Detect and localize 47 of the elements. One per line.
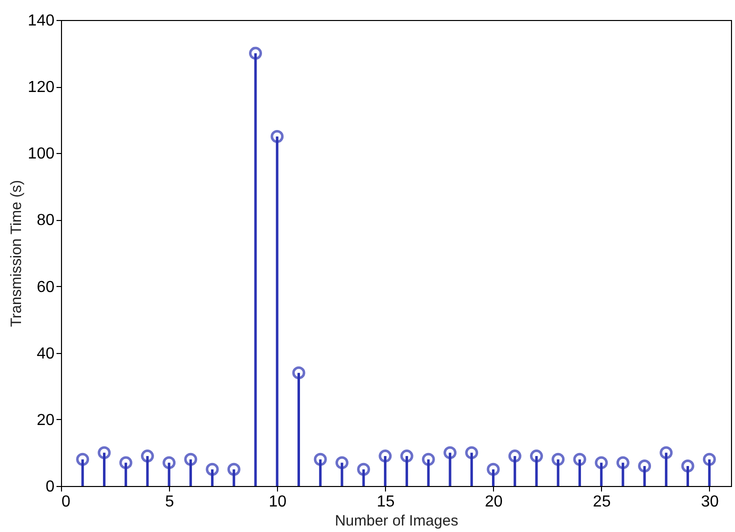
point	[573, 452, 586, 466]
point	[530, 450, 543, 463]
point	[486, 462, 500, 476]
point	[119, 456, 132, 470]
y-tick-label: 60	[36, 278, 55, 296]
point	[335, 456, 348, 470]
point	[444, 446, 457, 460]
point	[422, 452, 435, 466]
point	[702, 452, 716, 466]
point	[552, 452, 565, 466]
x-tick-label: 15	[376, 494, 395, 510]
point	[465, 446, 478, 460]
point	[270, 130, 284, 143]
point	[638, 460, 652, 473]
point	[98, 446, 111, 460]
point	[378, 450, 392, 463]
point	[206, 462, 219, 476]
point	[400, 450, 414, 463]
point	[314, 452, 327, 466]
x-tick-label: 0	[62, 494, 70, 510]
y-tick-label: 20	[36, 412, 55, 429]
point	[681, 460, 694, 473]
point	[594, 456, 608, 470]
point	[76, 452, 90, 466]
point	[162, 456, 176, 470]
y-tick-label: 120	[28, 79, 55, 96]
x-tick-label: 30	[700, 494, 719, 510]
y-tick-label: 40	[36, 345, 55, 362]
x-tick-label: 10	[268, 494, 287, 510]
point	[292, 366, 306, 380]
x-tick-label: 25	[592, 494, 611, 510]
y-tick-label: 0	[46, 478, 55, 496]
x-axis-title: Number of Images	[334, 512, 458, 530]
y-axis-title: Transmission Time (s)	[8, 180, 25, 327]
point	[184, 452, 198, 466]
y-tick-label: 80	[36, 212, 55, 230]
point	[508, 450, 522, 463]
point	[249, 46, 262, 60]
x-tick-label: 20	[484, 494, 503, 510]
y-tick-label: 140	[28, 12, 55, 30]
point	[660, 446, 673, 460]
point	[140, 450, 154, 463]
x-tick-label: 5	[165, 494, 174, 510]
y-tick-label: 100	[28, 146, 55, 163]
point	[227, 462, 240, 476]
point	[616, 456, 630, 470]
point	[357, 462, 370, 476]
